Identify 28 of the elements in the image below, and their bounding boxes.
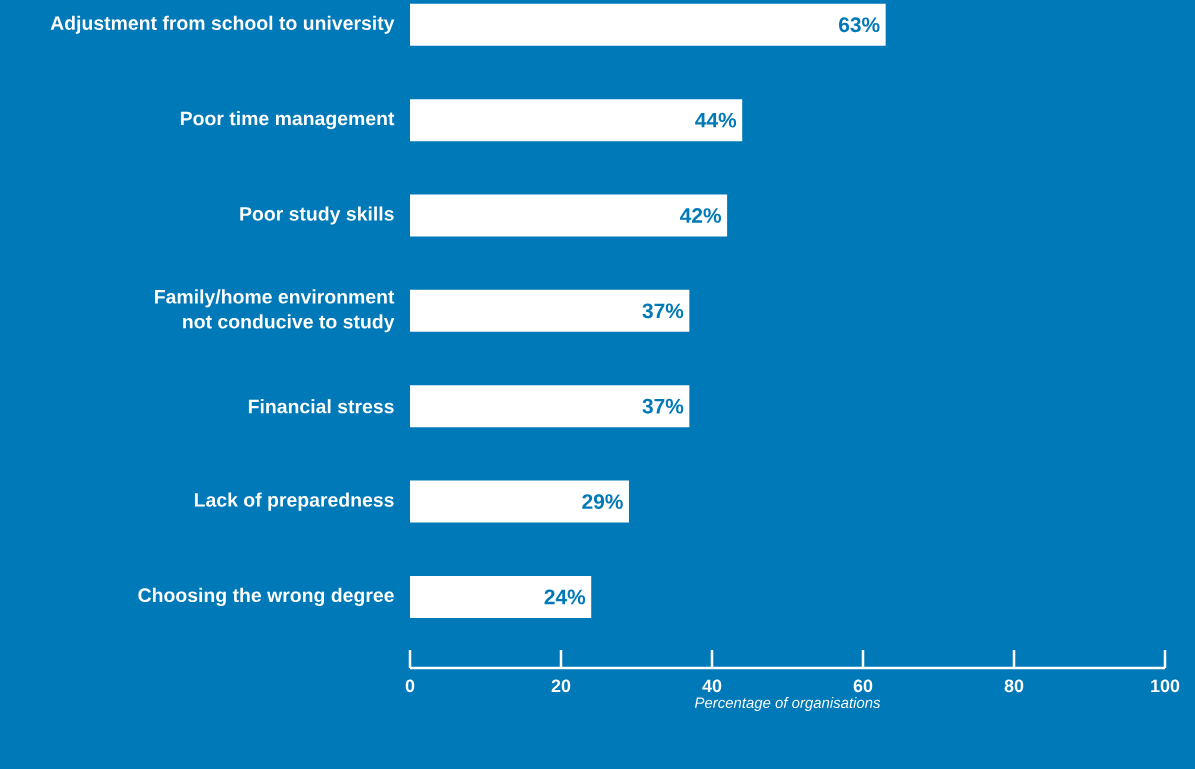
data-label: 24%: [544, 589, 586, 605]
y-tick-label: Family/home environment not conducive to study: [155, 289, 395, 333]
data-label: 29%: [582, 494, 623, 509]
x-tick-label: 100: [1151, 679, 1180, 693]
data-label: 63%: [839, 17, 880, 33]
bar: [410, 575, 592, 618]
data-label: 42%: [680, 208, 722, 223]
y-tick-label: Poor study skills: [240, 206, 394, 225]
y-tick-label: Adjustment from school to university: [50, 15, 395, 34]
y-tick-label: Financial stress: [248, 399, 394, 414]
bar: [410, 289, 690, 332]
data-label: 37%: [642, 398, 684, 414]
x-tick-label: 0: [405, 679, 415, 693]
data-label: 44%: [695, 112, 737, 128]
x-axis-title: Percentage of organisations: [694, 697, 881, 711]
x-tick-label: 40: [702, 679, 722, 693]
bar: [410, 3, 886, 46]
x-tick-label: 60: [853, 679, 873, 693]
y-tick-label: Lack of preparedness: [194, 492, 394, 511]
x-tick-label: 20: [551, 679, 571, 693]
y-tick-label: Poor time management: [180, 111, 395, 130]
bar: [410, 194, 728, 237]
bar: [410, 99, 743, 142]
x-tick-label: 80: [1004, 679, 1024, 693]
bar: [410, 480, 629, 523]
y-tick-label: Choosing the wrong degree: [138, 587, 394, 607]
data-label: 37%: [642, 303, 684, 319]
bar: [410, 385, 690, 428]
